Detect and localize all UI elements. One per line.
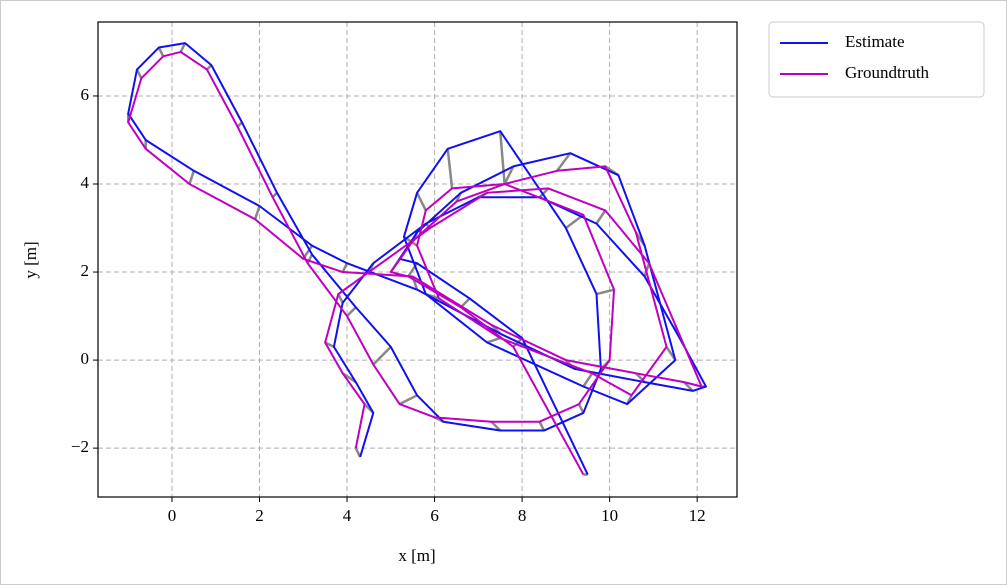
y-tick-label: 2 (81, 261, 90, 280)
error-segment (341, 262, 349, 273)
trajectory-line (127, 50, 703, 476)
error-segment (179, 42, 187, 53)
y-tick-label: 6 (81, 85, 90, 104)
error-segment (337, 293, 344, 304)
trajectory-line (127, 42, 707, 475)
error-segment (157, 46, 165, 57)
error-segment (372, 346, 392, 366)
x-tick-label: 8 (518, 506, 527, 525)
x-tick-label: 6 (430, 506, 439, 525)
legend-label: Groundtruth (845, 63, 930, 82)
error-segment (556, 152, 572, 172)
error-segment (498, 131, 506, 185)
error-segment (446, 148, 454, 189)
error-segment (582, 372, 594, 388)
legend-box (768, 21, 985, 98)
error-segment (486, 336, 501, 344)
error-segment (306, 253, 314, 264)
legend-label: Estimate (845, 32, 904, 51)
error-segment (346, 306, 357, 317)
error-segment (503, 165, 515, 185)
y-tick-label: 4 (81, 173, 90, 192)
y-axis-label: y [m] (21, 241, 40, 278)
error-segment (415, 192, 427, 211)
x-tick-label: 4 (343, 506, 352, 525)
x-tick-label: 2 (255, 506, 264, 525)
error-segment (577, 403, 585, 414)
error-segment (398, 394, 418, 406)
error-segment (538, 187, 550, 199)
y-tick-label: 0 (81, 349, 90, 368)
error-segment (253, 205, 261, 220)
error-segment (538, 421, 546, 432)
error-segment (683, 381, 694, 392)
x-tick-label: 10 (601, 506, 618, 525)
error-segment (595, 209, 607, 225)
error-segment (135, 68, 143, 79)
x-tick-label: 12 (689, 506, 706, 525)
x-tick-label: 0 (168, 506, 177, 525)
error-segment (490, 420, 502, 432)
y-tick-label: −2 (71, 437, 89, 456)
error-segment (188, 170, 196, 185)
error-segment (596, 288, 615, 296)
error-segment (354, 447, 362, 458)
x-axis-label: x [m] (398, 546, 435, 565)
plot-frame (97, 21, 738, 498)
